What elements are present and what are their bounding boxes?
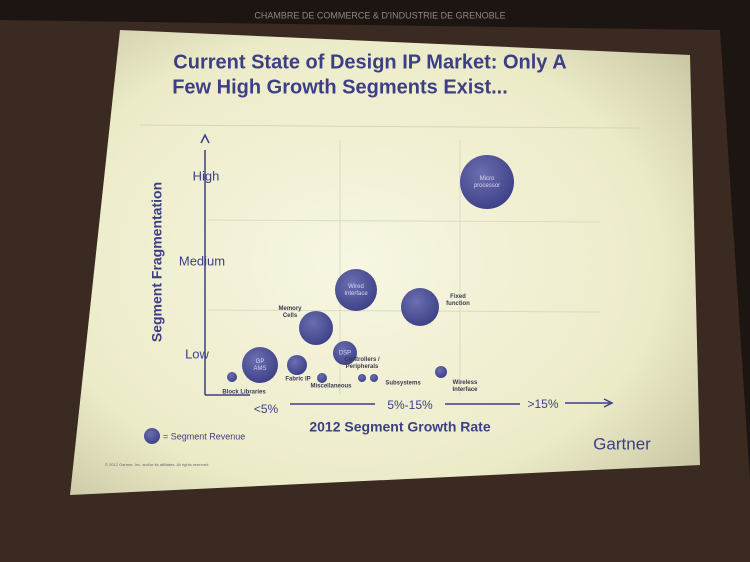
bubble-label: Fixed bbox=[450, 294, 466, 300]
x-axis-label: 2012 Segment Growth Rate bbox=[309, 419, 490, 435]
bubble bbox=[317, 373, 327, 383]
bubble-label: function bbox=[446, 301, 470, 307]
bubble-label: Peripherals bbox=[346, 364, 379, 370]
bubble-label: Memory bbox=[278, 306, 302, 312]
bubble bbox=[299, 311, 333, 345]
bubble bbox=[435, 366, 447, 378]
logo: Gartner bbox=[593, 434, 651, 453]
bubble-label: Wireless bbox=[453, 380, 478, 386]
bubble-label: Cells bbox=[283, 313, 298, 319]
legend-bubble bbox=[144, 428, 160, 444]
bubble bbox=[242, 347, 278, 383]
bubble-label: Micro bbox=[480, 176, 495, 182]
x-level: >15% bbox=[527, 397, 558, 411]
bubble-label: Controllers / bbox=[344, 357, 380, 363]
y-level: High bbox=[193, 168, 220, 183]
title: Few High Growth Segments Exist... bbox=[172, 76, 508, 98]
y-axis-label: Segment Fragmentation bbox=[149, 182, 165, 342]
bubble-label: Block Libraries bbox=[222, 390, 266, 396]
header: CHAMBRE DE COMMERCE & D'INDUSTRIE DE GRE… bbox=[254, 10, 505, 20]
bubble-label: Interface bbox=[452, 387, 478, 393]
bubble-label: Miscellaneous bbox=[310, 384, 352, 390]
y-level: Low bbox=[185, 346, 209, 361]
bubble-label: Wired bbox=[348, 284, 364, 290]
divider bbox=[139, 124, 641, 129]
bubble-label: DSP bbox=[339, 351, 351, 357]
bubble-label: Fabric IP bbox=[285, 377, 310, 383]
bubble bbox=[370, 374, 378, 382]
bubble-label: GP bbox=[256, 359, 265, 365]
axes bbox=[200, 133, 614, 408]
legend-text: = Segment Revenue bbox=[163, 431, 245, 441]
x-level: <5% bbox=[254, 402, 279, 416]
y-level: Medium bbox=[179, 253, 225, 268]
bubble-label: AMS bbox=[253, 366, 266, 372]
bubble bbox=[287, 355, 307, 375]
x-level: 5%-15% bbox=[387, 398, 433, 412]
bubble bbox=[335, 269, 377, 311]
bubble bbox=[333, 341, 357, 365]
bubble bbox=[401, 288, 439, 326]
bubble-label: Subsystems bbox=[385, 381, 421, 387]
title: Current State of Design IP Market: Only … bbox=[173, 51, 566, 73]
bubble-label: processor bbox=[474, 183, 500, 189]
bubble bbox=[358, 374, 366, 382]
bubble-label: Interface bbox=[344, 291, 368, 297]
copyright: © 2012 Gartner, Inc. and/or its affiliat… bbox=[105, 462, 209, 467]
bubble bbox=[227, 372, 237, 382]
bubble bbox=[460, 155, 514, 209]
